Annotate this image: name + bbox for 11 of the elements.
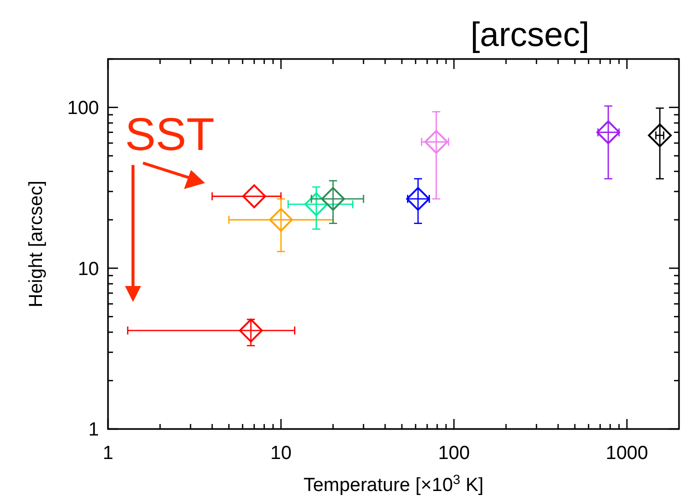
y-tick-label: 10 xyxy=(78,258,99,280)
x-axis-title: Temperature [×10$^{3}$ K] xyxy=(303,472,484,496)
x-tick-label: 1000 xyxy=(606,443,648,464)
y-axis-title: Height [arcsec] xyxy=(26,180,47,308)
x-tick-label: 100 xyxy=(438,443,470,464)
y-tick-label: 1 xyxy=(88,420,99,441)
x-tick-label: 10 xyxy=(270,443,292,464)
chart-title: [arcsec] xyxy=(470,16,590,54)
x-tick-label: 1 xyxy=(102,443,114,464)
annotation: SST xyxy=(125,108,214,160)
y-tick-label: 100 xyxy=(67,98,99,120)
